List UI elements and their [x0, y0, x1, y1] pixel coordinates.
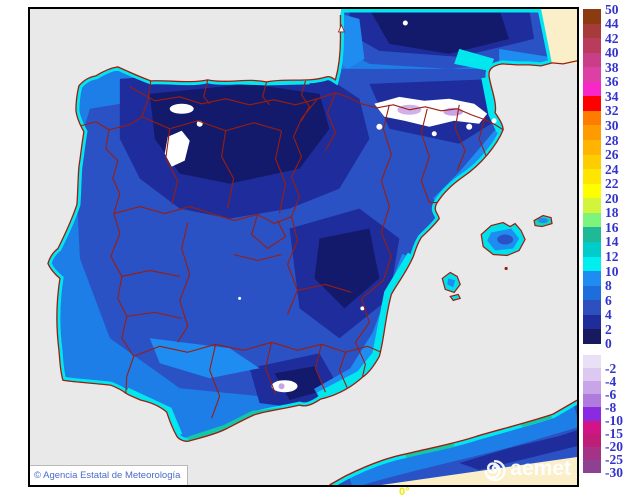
legend-label: 24	[605, 161, 619, 177]
legend-swatch	[583, 23, 601, 39]
no-data-wedge-top	[541, 9, 577, 64]
legend-swatch	[583, 212, 601, 228]
province-boundaries	[80, 79, 504, 419]
legend-label: -2	[605, 360, 617, 376]
aemet-logo-text: aemet	[510, 457, 571, 480]
legend-label: 42	[605, 30, 619, 46]
legend-swatch	[583, 433, 601, 448]
legend-label: 8	[605, 278, 612, 294]
legend-label: 6	[605, 292, 612, 308]
map-frame: © Agencia Estatal de Meteorología aemet	[28, 7, 579, 487]
legend-swatch	[583, 67, 601, 83]
legend-label: 0	[605, 336, 612, 352]
colorbar: 50 44 42 40 38 36 34 32 30 28 26 24 22 20 18 16 14 12 10 8 6…	[583, 0, 630, 500]
coastline	[47, 14, 577, 442]
legend-label: 40	[605, 45, 619, 61]
menorca	[533, 214, 553, 228]
legend-swatch	[583, 154, 601, 170]
legend-swatch	[583, 459, 601, 474]
legend-label: -30	[605, 465, 623, 481]
legend-swatch	[583, 300, 601, 316]
africa-land	[328, 399, 577, 485]
legend-swatch	[583, 407, 601, 421]
legend-label: -10	[605, 413, 623, 428]
station-marker-icon	[337, 23, 346, 33]
france-snow-dot	[402, 20, 408, 26]
legend-swatch	[583, 256, 601, 272]
pyrenees-snow	[374, 96, 497, 137]
legend-label: 10	[605, 263, 619, 279]
legend-swatch	[583, 227, 601, 243]
legend-swatch	[583, 125, 601, 141]
legend-label: -8	[605, 399, 617, 415]
legend-swatch	[583, 38, 601, 54]
legend-swatch	[583, 394, 601, 408]
legend-swatch	[583, 381, 601, 395]
legend-swatch	[583, 368, 601, 382]
legend-label: 30	[605, 117, 619, 133]
ibiza	[441, 271, 461, 294]
aemet-logo: aemet	[482, 456, 571, 482]
legend-label: 16	[605, 219, 619, 235]
map-svg	[30, 9, 577, 485]
legend-label: 38	[605, 59, 619, 75]
legend-label: -6	[605, 386, 617, 402]
legend-swatch	[583, 329, 601, 345]
legend-label: 4	[605, 307, 612, 323]
legend-swatch	[583, 52, 601, 68]
legend-label: 36	[605, 74, 619, 90]
meridian-label: 0°	[399, 486, 410, 498]
legend-label: 32	[605, 103, 619, 119]
legend-swatch	[583, 355, 601, 369]
attribution-text: © Agencia Estatal de Meteorología	[34, 470, 181, 481]
aemet-swirl-icon	[484, 460, 506, 482]
legend-label: -20	[605, 439, 623, 455]
legend-label: 26	[605, 147, 619, 163]
sierra-nevada-snow	[271, 380, 298, 393]
cabrera	[504, 266, 508, 271]
legend-swatch	[583, 446, 601, 461]
legend-label: 22	[605, 176, 619, 192]
legend-label: 28	[605, 132, 619, 148]
attribution: © Agencia Estatal de Meteorología	[30, 465, 189, 485]
legend-label: 2	[605, 321, 612, 337]
legend-swatch	[583, 9, 601, 25]
legend-swatch	[583, 420, 601, 435]
legend-label: -15	[605, 426, 623, 442]
legend-swatch	[583, 271, 601, 287]
legend-label: 20	[605, 190, 619, 206]
legend-swatch	[583, 183, 601, 199]
legend-label: 12	[605, 249, 619, 265]
legend-swatch	[583, 96, 601, 112]
legend-label: 34	[605, 88, 619, 104]
legend-swatch	[583, 81, 601, 97]
formentera	[449, 293, 462, 302]
legend-swatch	[583, 285, 601, 301]
legend-label: 44	[605, 16, 619, 32]
balearic-islands	[441, 214, 553, 302]
legend-swatch	[583, 198, 601, 214]
legend-label: 14	[605, 234, 619, 250]
legend-label: -4	[605, 373, 617, 389]
legend-label: 50	[605, 1, 619, 17]
legend-label: -25	[605, 452, 623, 468]
legend-swatch	[583, 314, 601, 330]
legend-swatch	[583, 241, 601, 257]
legend-swatch	[583, 110, 601, 126]
legend-label: 18	[605, 205, 619, 221]
legend-swatch	[583, 169, 601, 185]
legend-swatch	[583, 140, 601, 156]
mallorca	[480, 221, 526, 257]
